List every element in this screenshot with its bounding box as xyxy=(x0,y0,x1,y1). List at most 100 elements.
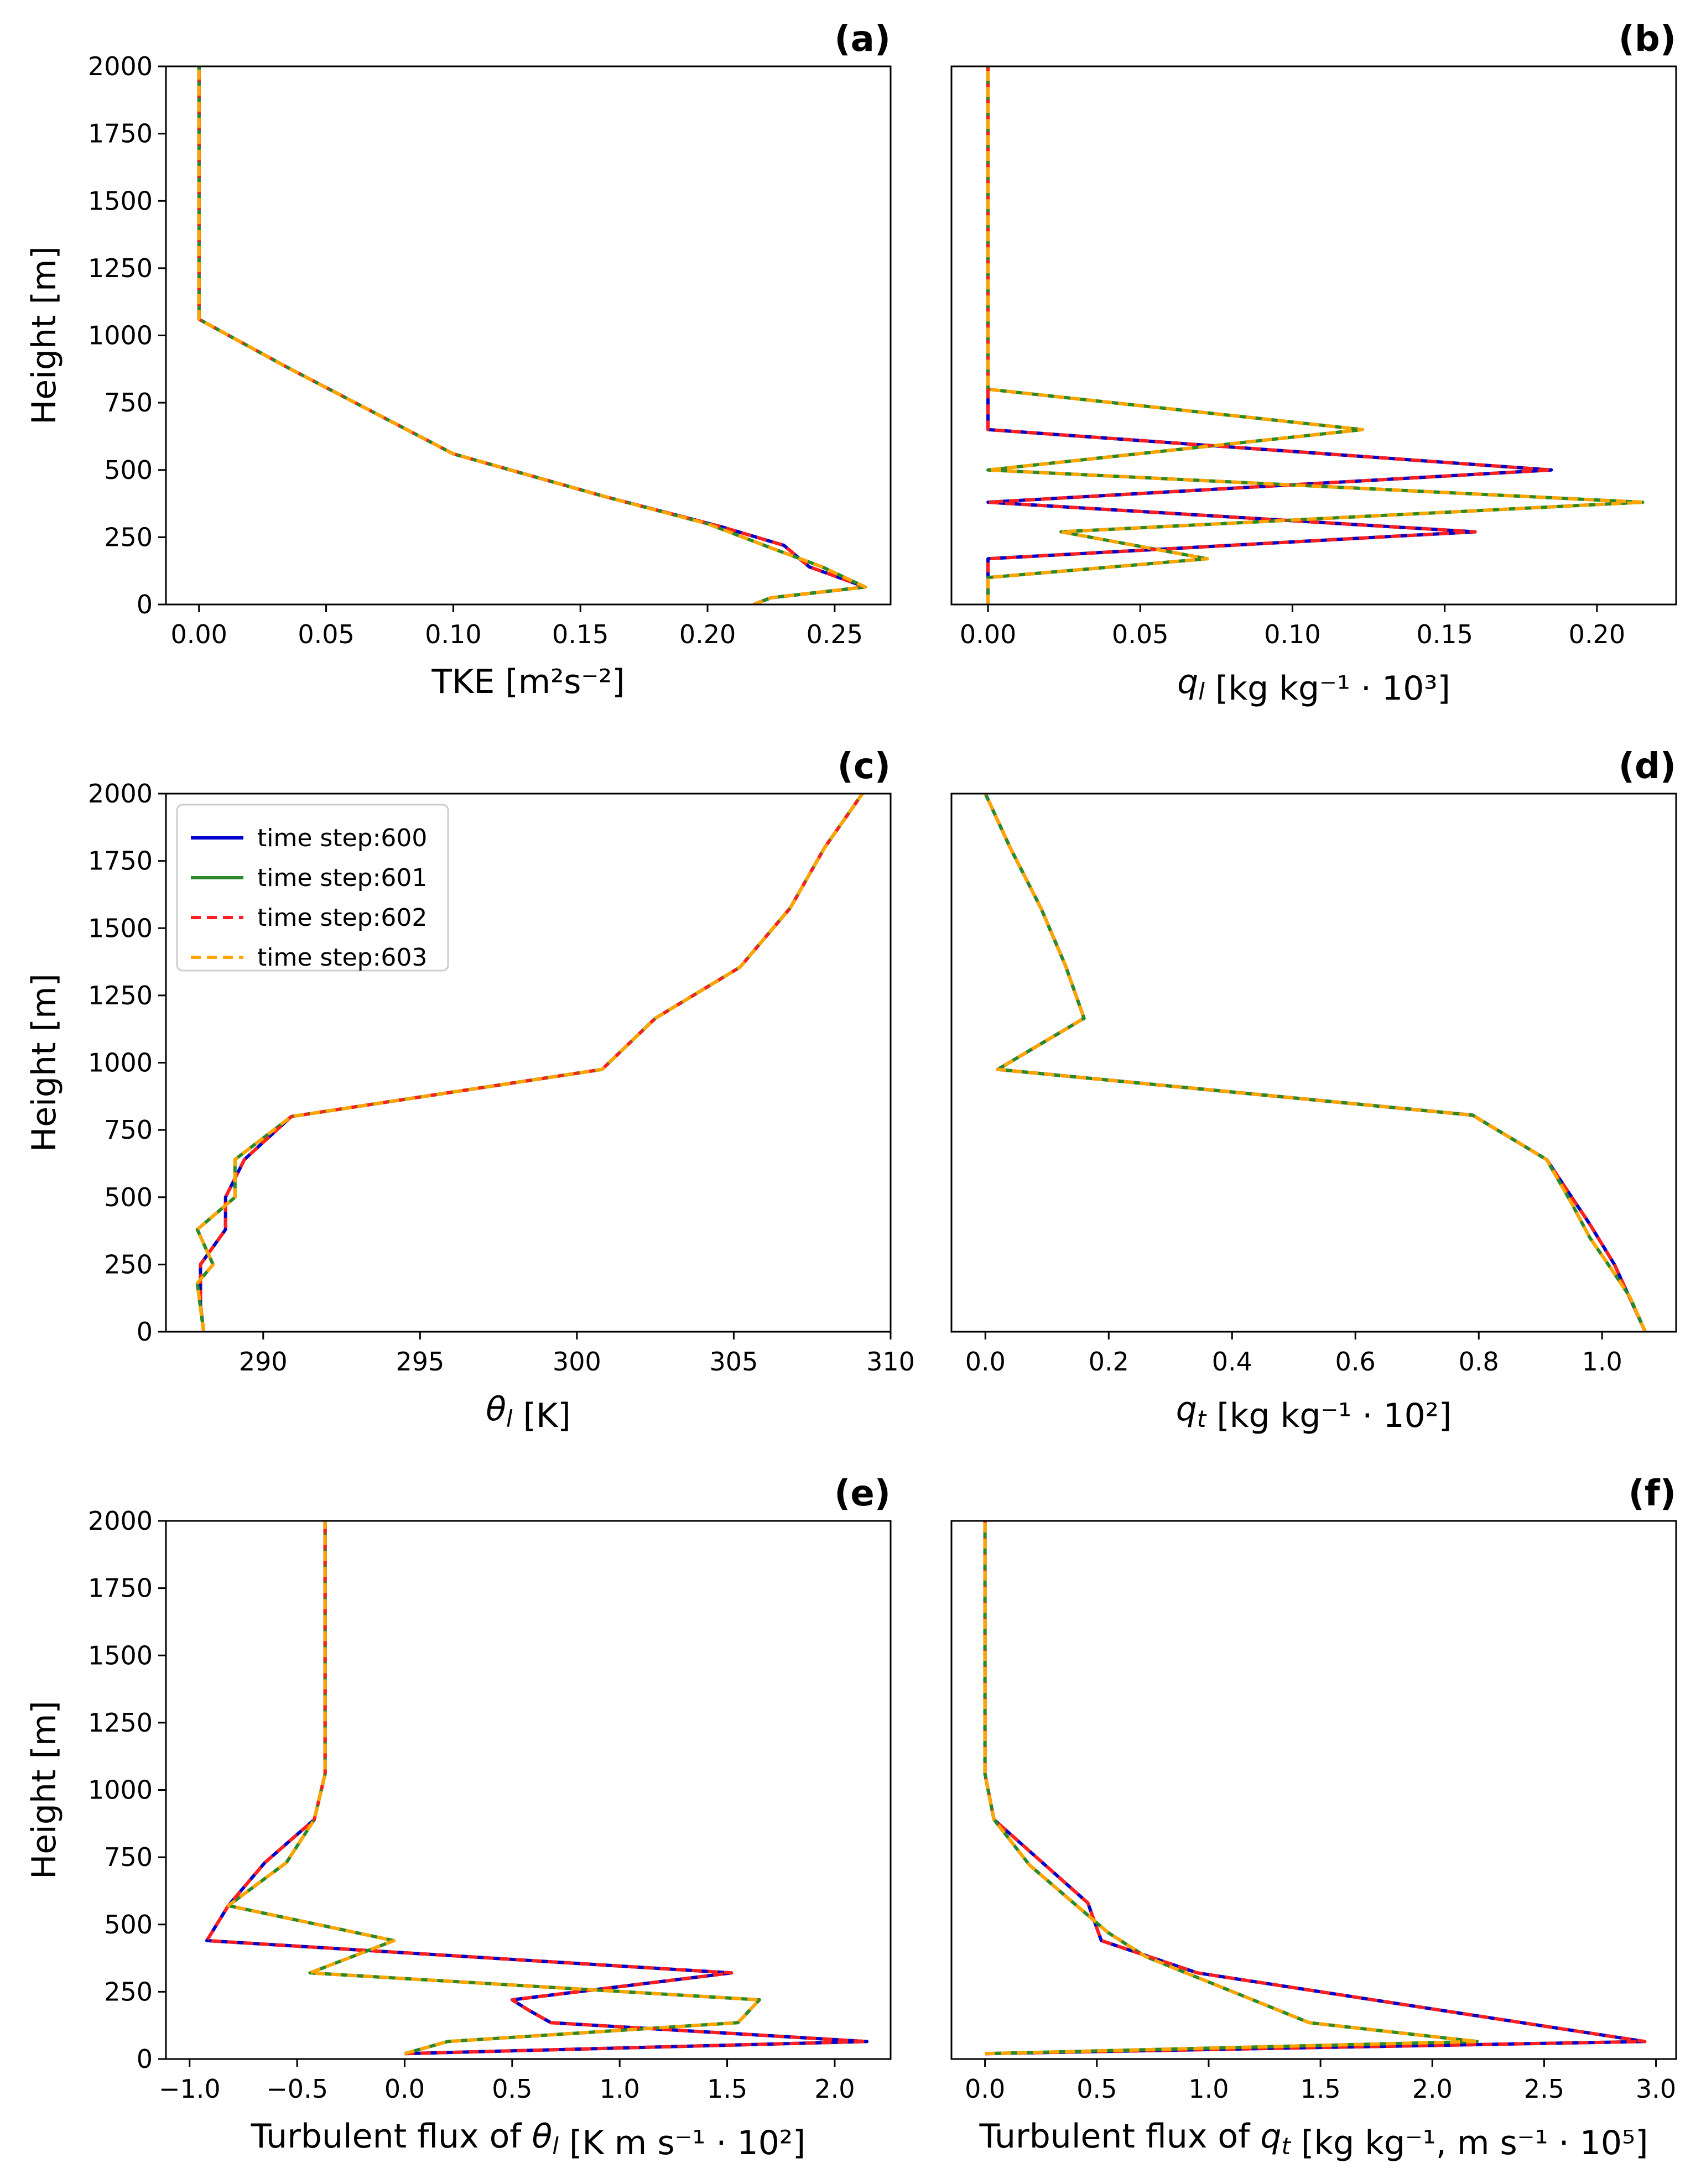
legend-label: time step:603 xyxy=(257,944,427,972)
x-tick-label-e: 1.0 xyxy=(600,2074,640,2104)
x-tick-label-c: 300 xyxy=(553,1347,601,1377)
series-group-b xyxy=(986,66,1645,604)
series-line-e-602 xyxy=(205,1521,869,2056)
y-tick-label-e: 250 xyxy=(104,1977,153,2006)
legend-box xyxy=(176,804,449,972)
series-line-b-600 xyxy=(986,66,1553,604)
x-tick-label-d: 0.6 xyxy=(1335,1347,1376,1377)
series-line-a-600 xyxy=(197,66,867,604)
series-line-d-600 xyxy=(984,794,1647,1332)
y-tick-label-e: 1250 xyxy=(88,1708,153,1738)
y-tick-label-c: 500 xyxy=(104,1182,153,1212)
axes-frame-f xyxy=(950,1520,1677,2060)
series-line-a-603 xyxy=(197,66,867,604)
y-tick-label-e: 1750 xyxy=(88,1573,153,1603)
x-tick-label-d: 0.4 xyxy=(1212,1347,1252,1377)
x-tick-label-c: 290 xyxy=(239,1347,288,1377)
y-tick-label-c: 1250 xyxy=(88,981,153,1010)
x-tick-label-f: 2.5 xyxy=(1524,2074,1564,2104)
y-tick-label-e: 1500 xyxy=(88,1640,153,1670)
panel-title-c: (c) xyxy=(838,746,891,787)
series-line-d-603 xyxy=(984,794,1647,1332)
y-tick-label-c: 1500 xyxy=(88,913,153,943)
series-group-d xyxy=(984,794,1647,1332)
x-tick-label-e: 0.0 xyxy=(384,2074,425,2104)
y-tick-label-a: 500 xyxy=(104,455,153,485)
panel-title-d: (d) xyxy=(1619,746,1676,787)
series-group-a xyxy=(197,66,867,604)
y-tick-label-a: 750 xyxy=(104,388,153,418)
series-line-a-601 xyxy=(197,66,867,604)
panel-e: −1.0 −0.5 0.0 0.5 1.0 1.5 2.0 0 250 500 750 1000 125… xyxy=(25,1473,892,2162)
x-tick-label-e: −0.5 xyxy=(266,2074,328,2104)
x-tick-label-b: 0.20 xyxy=(1569,619,1625,649)
x-tick-label-f: 1.5 xyxy=(1301,2074,1341,2104)
x-tick-label-a: 0.20 xyxy=(679,619,736,649)
x-axis-label-f: Turbulent flux of qt [kg kg⁻¹, m s⁻¹ · 1… xyxy=(979,2117,1648,2162)
x-tick-label-b: 0.15 xyxy=(1416,619,1473,649)
y-axis-label-a: Height [m] xyxy=(25,246,64,425)
y-tick-label-c: 0 xyxy=(137,1317,153,1347)
x-tick-label-d: 0.2 xyxy=(1089,1347,1129,1377)
axes-frame-a xyxy=(165,65,892,606)
series-line-e-601 xyxy=(226,1521,761,2056)
y-tick-label-e: 500 xyxy=(104,1910,153,1940)
x-tick-label-e: 0.5 xyxy=(492,2074,532,2104)
y-tick-label-a: 1000 xyxy=(88,321,153,351)
legend-label: time step:602 xyxy=(257,904,427,932)
y-tick-label-c: 1000 xyxy=(88,1048,153,1078)
series-line-e-600 xyxy=(205,1521,869,2056)
x-tick-label-b: 0.00 xyxy=(960,619,1016,649)
panel-d: 0.0 0.2 0.4 0.6 0.8 1.0 (d) qt [kg kg⁻¹ · 10²] xyxy=(950,746,1677,1435)
legend: time step:600 time step:601 time step:602 t… xyxy=(176,804,449,972)
legend-label: time step:600 xyxy=(257,824,427,852)
x-tick-label-f: 3.0 xyxy=(1636,2074,1676,2104)
legend-label: time step:601 xyxy=(257,864,427,892)
series-line-b-602 xyxy=(986,66,1553,604)
series-line-c-603 xyxy=(195,794,864,1332)
x-tick-label-a: 0.15 xyxy=(552,619,608,649)
series-line-f-602 xyxy=(983,1521,1647,2056)
y-tick-label-a: 250 xyxy=(104,522,153,552)
panel-a: 0.00 0.05 0.10 0.15 0.20 0.25 0 250 500 750 1000 12… xyxy=(25,19,892,701)
axes-frame-e xyxy=(165,1520,892,2060)
panel-c: 290 295 300 305 310 0 250 500 750 1000 1250 1500 175… xyxy=(25,746,915,1435)
x-tick-label-c: 295 xyxy=(396,1347,444,1377)
y-tick-label-c: 750 xyxy=(104,1115,153,1145)
x-tick-label-b: 0.05 xyxy=(1112,619,1168,649)
series-line-d-601 xyxy=(984,794,1647,1332)
x-axis-label-c: θl [K] xyxy=(486,1390,571,1435)
series-line-e-603 xyxy=(226,1521,761,2056)
x-axis-label-a: TKE [m²s⁻²] xyxy=(431,663,625,701)
axes-frame-d xyxy=(950,793,1677,1333)
x-tick-label-d: 1.0 xyxy=(1582,1347,1622,1377)
y-tick-label-c: 2000 xyxy=(88,779,153,809)
y-tick-label-e: 0 xyxy=(137,2044,153,2074)
panel-title-a: (a) xyxy=(834,19,891,60)
x-tick-label-d: 0.0 xyxy=(965,1347,1006,1377)
panel-title-f: (f) xyxy=(1629,1473,1676,1514)
panel-title-b: (b) xyxy=(1619,19,1676,60)
series-line-b-603 xyxy=(986,66,1645,604)
x-axis-label-d: qt [kg kg⁻¹ · 10²] xyxy=(1176,1390,1452,1435)
series-group-c xyxy=(195,794,864,1332)
x-tick-label-f: 0.5 xyxy=(1076,2074,1117,2104)
x-tick-label-e: −1.0 xyxy=(159,2074,221,2104)
y-tick-label-e: 1000 xyxy=(88,1775,153,1805)
y-tick-label-a: 1250 xyxy=(88,253,153,283)
y-axis-label-e: Height [m] xyxy=(25,1701,64,1879)
series-line-f-603 xyxy=(983,1521,1479,2056)
axes-frame-b xyxy=(950,65,1677,606)
y-tick-label-e: 750 xyxy=(104,1842,153,1872)
x-tick-label-a: 0.05 xyxy=(298,619,354,649)
series-line-f-600 xyxy=(983,1521,1647,2056)
panel-f: 0.0 0.5 1.0 1.5 2.0 2.5 3.0 (f) Turbulent flux o… xyxy=(950,1473,1677,2162)
series-line-c-602 xyxy=(199,794,864,1332)
y-tick-label-a: 1750 xyxy=(88,119,153,149)
series-line-d-602 xyxy=(984,794,1647,1332)
x-tick-label-c: 305 xyxy=(710,1347,758,1377)
x-tick-label-a: 0.00 xyxy=(171,619,227,649)
x-tick-label-d: 0.8 xyxy=(1459,1347,1499,1377)
series-group-e xyxy=(205,1521,869,2056)
